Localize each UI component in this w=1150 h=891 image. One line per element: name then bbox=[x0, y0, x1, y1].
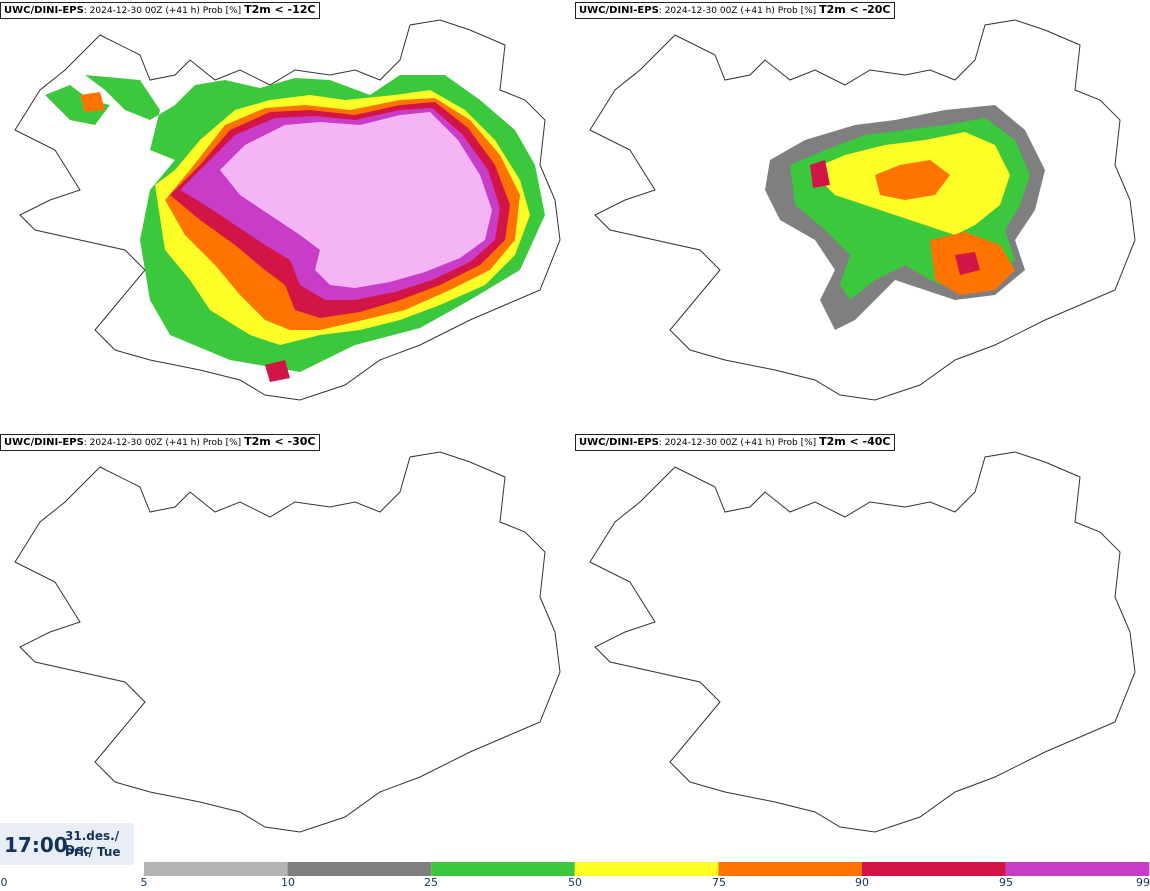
run-info: 2024-12-30 00Z (+41 h) Prob [%] bbox=[664, 438, 817, 448]
map-panel-minus40: UWC/DINI-EPS: 2024-12-30 00Z (+41 h) Pro… bbox=[575, 432, 1150, 862]
legend-tick-label: 10 bbox=[281, 876, 295, 889]
map-panel-minus30: UWC/DINI-EPS: 2024-12-30 00Z (+41 h) Pro… bbox=[0, 432, 575, 862]
legend-bin bbox=[1005, 862, 1150, 876]
legend-tick-label: 5 bbox=[140, 876, 148, 889]
map-panel-minus12: UWC/DINI-EPS: 2024-12-30 00Z (+41 h) Pro… bbox=[0, 0, 575, 430]
legend-tick-label: 90 bbox=[855, 876, 869, 889]
legend-bin bbox=[574, 862, 719, 876]
map-minus12 bbox=[14, 19, 561, 401]
threshold-label: T2m < -40C bbox=[819, 435, 891, 448]
model-name: UWC/DINI-EPS bbox=[4, 5, 84, 16]
legend-bin bbox=[431, 862, 575, 876]
legend-ticks: 0 5 10 25 50 75 90 95 99 bbox=[0, 876, 1150, 891]
panel-title: UWC/DINI-EPS: 2024-12-30 00Z (+41 h) Pro… bbox=[0, 2, 320, 19]
map-minus40 bbox=[589, 451, 1136, 833]
threshold-label: T2m < -20C bbox=[819, 3, 891, 16]
model-name: UWC/DINI-EPS bbox=[579, 437, 659, 448]
legend-tick-label: 99 bbox=[1136, 876, 1150, 889]
legend-bin bbox=[718, 862, 862, 876]
iceland-outline bbox=[589, 451, 1136, 833]
valid-time-clock: 17:00 bbox=[4, 833, 68, 857]
run-info: 2024-12-30 00Z (+41 h) Prob [%] bbox=[89, 6, 242, 16]
legend-tick-label: 95 bbox=[999, 876, 1013, 889]
probability-field-minus12 bbox=[45, 75, 545, 382]
color-legend bbox=[144, 862, 1150, 876]
iceland-outline bbox=[14, 451, 561, 833]
legend-bin bbox=[144, 862, 288, 876]
run-info: 2024-12-30 00Z (+41 h) Prob [%] bbox=[664, 6, 817, 16]
model-name: UWC/DINI-EPS bbox=[579, 5, 659, 16]
valid-weekday: Þri./ Tue bbox=[65, 845, 121, 859]
threshold-label: T2m < -12C bbox=[244, 3, 316, 16]
legend-bin bbox=[287, 862, 432, 876]
valid-date: 31.des./ Dec bbox=[65, 829, 120, 857]
panel-title: UWC/DINI-EPS: 2024-12-30 00Z (+41 h) Pro… bbox=[575, 434, 895, 451]
model-name: UWC/DINI-EPS bbox=[4, 437, 84, 448]
legend-tick-label: 50 bbox=[568, 876, 582, 889]
map-minus20 bbox=[589, 19, 1136, 401]
legend-tick-label: 25 bbox=[424, 876, 438, 889]
threshold-label: T2m < -30C bbox=[244, 435, 316, 448]
valid-time-box: 17:00 31.des./ Dec Þri./ Tue bbox=[0, 823, 134, 865]
panel-title: UWC/DINI-EPS: 2024-12-30 00Z (+41 h) Pro… bbox=[0, 434, 320, 451]
map-panel-minus20: UWC/DINI-EPS: 2024-12-30 00Z (+41 h) Pro… bbox=[575, 0, 1150, 430]
run-info: 2024-12-30 00Z (+41 h) Prob [%] bbox=[89, 438, 242, 448]
legend-tick-label: 75 bbox=[712, 876, 726, 889]
legend-tick-label: 0 bbox=[0, 876, 8, 889]
panel-title: UWC/DINI-EPS: 2024-12-30 00Z (+41 h) Pro… bbox=[575, 2, 895, 19]
probability-field-minus20 bbox=[765, 105, 1045, 330]
legend-bin bbox=[862, 862, 1006, 876]
map-minus30 bbox=[14, 451, 561, 833]
